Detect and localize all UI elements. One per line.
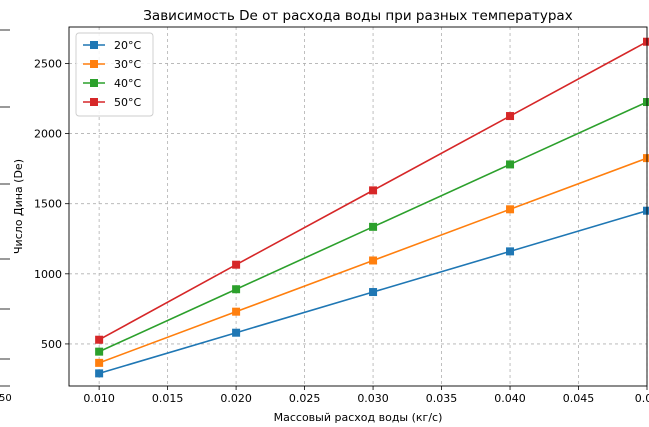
data-point <box>232 307 241 316</box>
data-point <box>643 98 649 107</box>
x-tick-label: 0.035 <box>426 392 458 405</box>
data-point <box>95 335 104 344</box>
series-30°C <box>95 154 649 367</box>
y-tick-label: 1000 <box>34 268 62 281</box>
left-edge-fragment: 50 <box>0 29 12 404</box>
series-20°C <box>95 206 649 378</box>
x-tick-label: 0.010 <box>83 392 115 405</box>
y-axis-label: Число Дина (De) <box>12 159 25 254</box>
legend-label: 30°C <box>114 58 141 71</box>
x-axis-label: Массовый расход воды (кг/с) <box>274 411 443 424</box>
x-tick-label: 0.030 <box>357 392 389 405</box>
legend-item: 20°C <box>83 39 141 52</box>
data-point <box>369 222 378 231</box>
data-point <box>232 328 241 337</box>
series-layer <box>95 37 649 378</box>
x-tick-label: 0.045 <box>563 392 595 405</box>
y-axis-ticks: 500 1000 1500 2000 2500 <box>34 57 69 351</box>
data-point <box>506 112 515 121</box>
legend-item: 50°C <box>83 96 141 109</box>
data-point <box>506 160 515 169</box>
legend-marker <box>90 41 98 49</box>
legend-item: 30°C <box>83 58 141 71</box>
data-point <box>643 37 649 46</box>
chart-title: Зависимость De от расхода воды при разны… <box>143 8 572 24</box>
legend: 20°C 30°C 40°C 50°C <box>75 32 154 117</box>
grid <box>69 27 648 386</box>
legend-marker <box>90 60 98 68</box>
y-tick-label: 2500 <box>34 57 62 70</box>
data-point <box>369 186 378 195</box>
legend-marker <box>90 79 98 87</box>
legend-box <box>75 32 154 117</box>
legend-label: 50°C <box>114 96 141 109</box>
y-tick-label: 500 <box>41 338 62 351</box>
data-point <box>506 205 515 214</box>
x-tick-label: 0.05 <box>635 392 649 405</box>
x-tick-label: 0.025 <box>289 392 321 405</box>
data-point <box>506 247 515 256</box>
data-point <box>95 358 104 367</box>
x-tick-label: 0.040 <box>494 392 526 405</box>
x-tick-label: 0.015 <box>152 392 184 405</box>
y-tick-label: 2000 <box>34 128 62 141</box>
data-point <box>643 206 649 215</box>
series-50°C <box>95 37 649 344</box>
data-point <box>369 256 378 265</box>
data-point <box>95 347 104 356</box>
data-point <box>369 288 378 297</box>
y-tick-label: 1500 <box>34 198 62 211</box>
legend-label: 40°C <box>114 77 141 90</box>
data-point <box>232 285 241 294</box>
data-point <box>232 260 241 269</box>
legend-marker <box>90 98 98 106</box>
plot-frame <box>68 26 648 387</box>
series-40°C <box>95 98 649 356</box>
legend-item: 40°C <box>83 77 141 90</box>
data-point <box>95 369 104 378</box>
data-point <box>643 154 649 163</box>
legend-label: 20°C <box>114 39 141 52</box>
x-axis-ticks: 0.010 0.015 0.020 0.025 0.030 0.035 0.040 0.045… <box>83 386 649 405</box>
edge-fragment-label: 50 <box>0 393 12 404</box>
x-tick-label: 0.020 <box>220 392 252 405</box>
